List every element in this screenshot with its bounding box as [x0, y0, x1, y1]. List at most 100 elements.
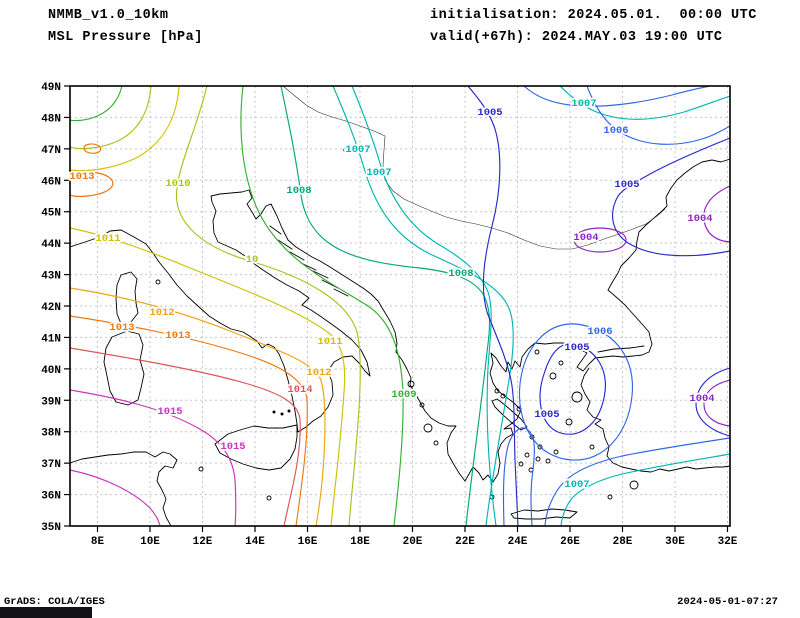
- island: [407, 380, 415, 388]
- danube-river: [282, 86, 666, 250]
- lon-tick-label: 30E: [665, 536, 685, 548]
- island: [571, 391, 583, 403]
- contour-label: 1007: [366, 167, 391, 179]
- lat-tick-label: 48N: [41, 113, 61, 125]
- contour-label: 1009: [391, 389, 416, 401]
- isobar-1007-west-2: [351, 86, 497, 526]
- isobar-1004-ne: [703, 185, 730, 243]
- lon-tick-label: 24E: [508, 536, 528, 548]
- island-crete: [510, 508, 578, 520]
- lat-tick-label: 43N: [41, 271, 61, 283]
- island: [287, 409, 291, 413]
- contour-label: 1013: [69, 171, 94, 183]
- island: [423, 423, 433, 433]
- lat-tick-label: 38N: [41, 428, 61, 440]
- island-sicily: [214, 424, 298, 471]
- contour-label-layer: 1013 1010 1008 1007 1007 1005 1007 1006 1005 1004…: [68, 96, 717, 493]
- island: [500, 393, 506, 399]
- bottom-left-black-bar: [0, 607, 92, 618]
- island: [553, 449, 559, 455]
- contour-label: 1013: [109, 322, 134, 334]
- isobar-1009-alpine: [70, 86, 123, 122]
- lat-tick-label: 39N: [41, 396, 61, 408]
- isobar-1013: [70, 315, 308, 526]
- island: [629, 480, 639, 490]
- lat-tick-label: 36N: [41, 491, 61, 503]
- lon-tick-label: 18E: [350, 536, 370, 548]
- contour-label: 1012: [306, 367, 331, 379]
- grid-layer: [70, 86, 730, 526]
- island: [589, 444, 595, 450]
- contour-label: 1004: [687, 213, 712, 225]
- field-title: MSL Pressure [hPa]: [48, 30, 203, 45]
- contour-label: 1005: [614, 179, 639, 191]
- lon-tick-label: 8E: [91, 536, 105, 548]
- contour-label: 1004: [689, 393, 714, 405]
- lat-tick-label: 42N: [41, 302, 61, 314]
- isobar-1013-alpine: [70, 171, 114, 197]
- isobar-layer: [70, 86, 730, 526]
- contour-label: 1005: [534, 409, 559, 421]
- lon-tick-label: 26E: [560, 536, 580, 548]
- isobar-1014: [70, 347, 301, 526]
- isobar-1011-alpine: [70, 86, 180, 172]
- isobar-1010: [175, 86, 361, 526]
- creation-timestamp: 2024-05-01-07:27: [677, 596, 778, 608]
- contour-label: 1007: [345, 144, 370, 156]
- island: [280, 412, 284, 416]
- valid-time: valid(+67h): 2024.MAY.03 19:00 UTC: [430, 30, 723, 45]
- contour-label: 1007: [571, 98, 596, 110]
- contour-label: 1010: [165, 178, 190, 190]
- island: [518, 461, 524, 467]
- isobar-1005-trough: [467, 86, 519, 526]
- isobar-1005-aegean-inner: [539, 343, 606, 435]
- island-sardinia: [103, 330, 145, 406]
- isobar-1006-ne: [586, 86, 730, 145]
- contour-label: 1014: [287, 384, 312, 396]
- isobar-1006-ridge: [523, 86, 711, 107]
- lat-tick-label: 45N: [41, 208, 61, 220]
- isobar-1015: [70, 389, 237, 526]
- lat-tick-label: 40N: [41, 365, 61, 377]
- island: [433, 440, 439, 446]
- river-layer: [282, 86, 666, 250]
- contour-label: 1005: [477, 107, 502, 119]
- island: [534, 349, 540, 355]
- island: [272, 410, 276, 414]
- isobar-1007-west: [332, 86, 514, 526]
- contour-label: 1006: [603, 125, 628, 137]
- contour-label: 1015: [157, 406, 182, 418]
- island: [549, 372, 557, 380]
- grads-credit: GrADS: COLA/IGES: [4, 596, 105, 608]
- island: [565, 418, 573, 426]
- isobar-1007-ne: [559, 86, 730, 120]
- lat-tick-label: 35N: [41, 522, 61, 534]
- island: [607, 494, 613, 500]
- lat-tick-label: 47N: [41, 145, 61, 157]
- coastline-turkey-aegean: [580, 367, 730, 473]
- contour-label: 1012: [149, 307, 174, 319]
- contour-label: 10: [246, 254, 259, 266]
- isobar-1006-se: [544, 437, 730, 526]
- coastline-tunisia: [70, 451, 178, 526]
- contour-label: 1006: [587, 326, 612, 338]
- contour-label: 1011: [95, 233, 120, 245]
- isobar-1013-closed-small: [83, 143, 102, 154]
- isobar-1007-se: [560, 453, 730, 526]
- island: [494, 388, 500, 394]
- lon-tick-label: 20E: [403, 536, 423, 548]
- island: [535, 456, 541, 462]
- isobar-1004-closed: [573, 227, 627, 253]
- island-euboea: [491, 398, 528, 431]
- croatian-islands: [269, 225, 349, 297]
- contour-label: 1008: [286, 185, 311, 197]
- lon-tick-label: 12E: [193, 536, 213, 548]
- lon-tick-label: 10E: [140, 536, 160, 548]
- isobar-1006-aegean-outer: [518, 323, 633, 461]
- lat-tick-label: 37N: [41, 459, 61, 471]
- island: [545, 458, 551, 464]
- island: [558, 360, 564, 366]
- lon-tick-label: 32E: [718, 536, 738, 548]
- isobar-1005-east: [695, 367, 730, 437]
- isobar-1008: [280, 86, 491, 526]
